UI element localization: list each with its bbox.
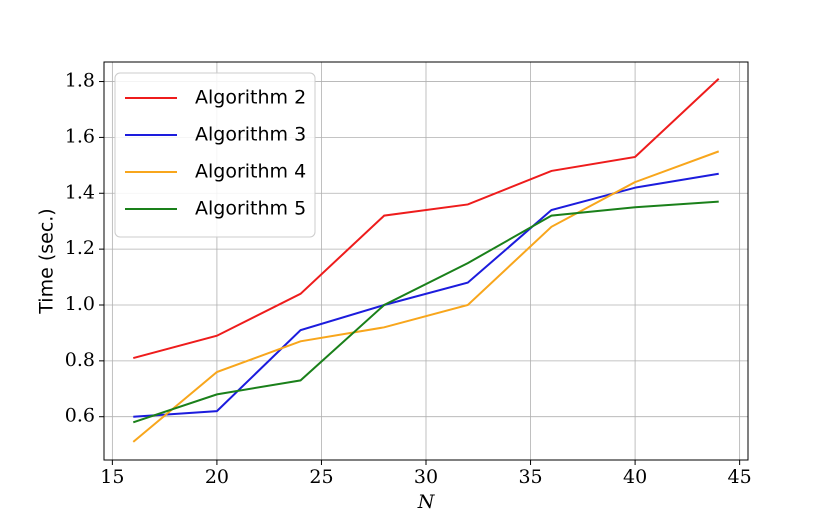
legend-label: Algorithm 3 [195, 124, 306, 146]
y-tick-label: 0.6 [65, 405, 95, 427]
legend-label: Algorithm 4 [195, 161, 306, 183]
x-tick-label: 30 [414, 466, 438, 488]
x-tick-label: 25 [309, 466, 333, 488]
y-tick-label: 1.4 [65, 181, 95, 203]
y-axis-label: Time (sec.) [36, 208, 58, 314]
y-tick-label: 1.0 [65, 293, 95, 315]
x-tick-label: 45 [728, 466, 752, 488]
legend-label: Algorithm 5 [195, 198, 306, 220]
y-tick-label: 1.6 [65, 125, 95, 147]
data-line [133, 78, 720, 360]
x-tick-label: 15 [100, 466, 124, 488]
y-tick-label: 1.8 [65, 70, 95, 92]
data-line [132, 200, 719, 424]
x-tick-label: 20 [205, 466, 229, 488]
x-axis-label: N [417, 491, 436, 513]
data-line [133, 172, 719, 418]
data-line [132, 150, 720, 443]
y-tick-label: 1.2 [65, 237, 95, 259]
legend: Algorithm 2 Algorithm 3 Algorithm 4 Algorit… [114, 72, 316, 238]
x-tick-label: 40 [623, 466, 647, 488]
y-tick-label: 0.8 [65, 349, 95, 371]
x-tick-label: 35 [518, 466, 542, 488]
plot-frame [103, 61, 749, 461]
legend-label: Algorithm 2 [195, 87, 306, 109]
legend-box [114, 72, 316, 238]
